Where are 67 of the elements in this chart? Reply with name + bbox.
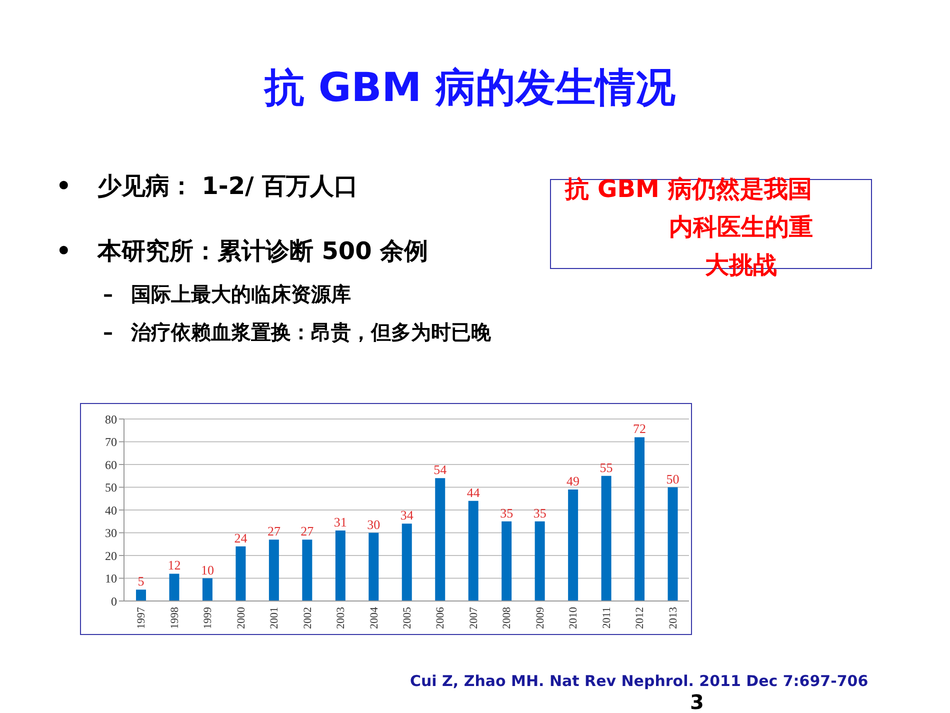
text: – 治疗依赖血浆置换：昂贵，但多为时已晚 bbox=[103, 320, 491, 344]
text: 3 bbox=[690, 690, 704, 713]
y-tick-label: 70 bbox=[105, 435, 117, 450]
text: • 本研究所：累计诊断 500 余例 bbox=[56, 237, 428, 265]
x-tick-label: 2006 bbox=[434, 606, 447, 629]
x-tick-label: 1997 bbox=[136, 606, 148, 629]
x-tick-label: 2000 bbox=[235, 606, 248, 629]
bar bbox=[502, 521, 512, 601]
data-label: 27 bbox=[267, 524, 281, 539]
bar bbox=[534, 521, 545, 601]
text: • 少见病： 1-2/ 百万人口 bbox=[56, 172, 358, 200]
y-tick-label: 30 bbox=[105, 526, 117, 540]
text: Cui Z, Zhao MH. Nat Rev Nephrol. 2011 Dec 7:697-706 bbox=[410, 672, 868, 690]
y-tick-label: 40 bbox=[105, 503, 117, 518]
x-tick-label: 2002 bbox=[302, 607, 314, 629]
data-label: 54 bbox=[434, 462, 448, 478]
y-tick-label: 80 bbox=[105, 412, 117, 426]
bar bbox=[668, 487, 678, 601]
x-tick-label: 2011 bbox=[600, 607, 613, 629]
x-tick-label: 2001 bbox=[268, 607, 281, 629]
chart-title: 抗 GBM 病的发生情况 bbox=[262, 64, 676, 112]
data-label: 55 bbox=[600, 460, 613, 475]
data-label: 10 bbox=[200, 562, 214, 578]
y-tick-label: 20 bbox=[105, 548, 117, 563]
text: – 国际上最大的临床资源库 bbox=[103, 282, 351, 306]
y-tick-label: 0 bbox=[111, 594, 117, 608]
data-label: 30 bbox=[367, 516, 380, 532]
data-label: 27 bbox=[300, 524, 314, 539]
x-tick-label: 2004 bbox=[368, 606, 380, 629]
data-label: 5 bbox=[138, 574, 144, 589]
data-label: 72 bbox=[633, 421, 646, 436]
data-label: 34 bbox=[400, 508, 414, 523]
x-tick-label: 1999 bbox=[202, 606, 214, 629]
bar bbox=[202, 578, 212, 601]
bar bbox=[468, 500, 478, 601]
x-tick-label: 2013 bbox=[667, 606, 680, 629]
x-tick-label: 2010 bbox=[568, 606, 580, 629]
data-label: 49 bbox=[566, 474, 580, 489]
bar bbox=[634, 437, 645, 601]
x-tick-label: 2005 bbox=[402, 606, 414, 629]
bar bbox=[568, 490, 578, 601]
bar bbox=[236, 546, 246, 601]
bar bbox=[268, 540, 279, 601]
data-label: 35 bbox=[533, 505, 546, 520]
x-tick-label: 2003 bbox=[335, 606, 348, 629]
data-label: 24 bbox=[234, 530, 248, 546]
bar bbox=[335, 530, 346, 601]
bar bbox=[169, 574, 180, 601]
bar bbox=[368, 532, 379, 601]
x-tick-label: 2009 bbox=[534, 606, 546, 629]
y-tick-label: 10 bbox=[105, 572, 117, 586]
x-tick-label: 2008 bbox=[501, 606, 514, 629]
data-label: 35 bbox=[500, 505, 514, 520]
data-label: 44 bbox=[466, 484, 480, 500]
bar bbox=[136, 590, 146, 601]
x-tick-label: 2012 bbox=[634, 607, 646, 629]
y-tick-label: 60 bbox=[105, 458, 117, 472]
data-label: 50 bbox=[666, 471, 680, 486]
y-tick-label: 50 bbox=[105, 480, 117, 495]
bar bbox=[601, 476, 612, 601]
x-tick-label: 1998 bbox=[168, 606, 181, 629]
x-tick-label: 2007 bbox=[468, 606, 480, 629]
bar bbox=[435, 478, 446, 601]
bar bbox=[402, 524, 412, 601]
data-label: 31 bbox=[334, 514, 347, 530]
data-label: 12 bbox=[168, 558, 181, 573]
bar bbox=[302, 540, 312, 601]
